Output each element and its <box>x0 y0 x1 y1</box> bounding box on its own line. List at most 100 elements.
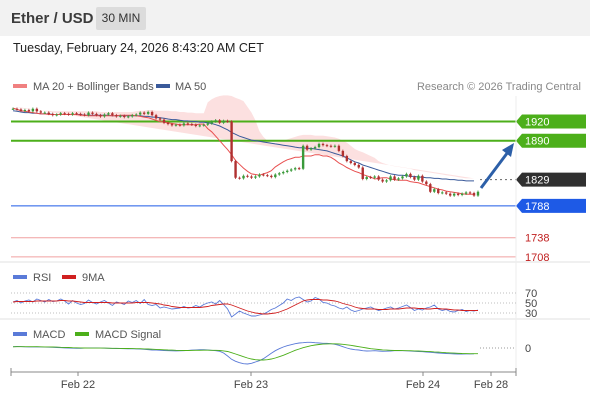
candle-body <box>313 147 317 149</box>
candle-body <box>464 192 468 194</box>
candle-body <box>345 156 349 162</box>
candle-body <box>142 112 146 114</box>
legend-label-ma20: MA 20 + Bollinger Bands <box>33 81 154 93</box>
candle-body <box>456 193 460 195</box>
candle-body <box>476 191 480 196</box>
copyright-label: Research © 2026 Trading Central <box>417 81 581 93</box>
candle-body <box>194 124 198 127</box>
candle-body <box>293 168 297 170</box>
candle-body <box>437 189 440 194</box>
candle-body <box>262 174 265 176</box>
rsi-ma-line <box>12 299 478 315</box>
candle-body <box>198 125 201 127</box>
price-level-label-1890: 1890 <box>525 136 549 148</box>
candle-body <box>290 169 293 171</box>
ma20-line <box>12 107 474 195</box>
candle-body <box>405 173 408 177</box>
candle-body <box>393 176 396 180</box>
rsi-line <box>12 296 479 318</box>
candle-body <box>107 113 110 115</box>
candle-body <box>409 173 412 178</box>
candle-body <box>468 192 472 194</box>
candle-body <box>67 113 70 115</box>
candle-body <box>274 174 277 178</box>
candle-body <box>210 121 213 124</box>
legend-swatch-ma50 <box>156 84 170 88</box>
candle-body <box>83 114 86 116</box>
price-level-label-1738: 1738 <box>525 233 549 245</box>
candle-body <box>79 113 82 115</box>
candle-body <box>305 145 309 150</box>
legend-label-rsi-ma: 9MA <box>82 272 105 284</box>
candle-body <box>270 175 273 178</box>
instrument-title: Ether / USD <box>11 10 94 27</box>
price-tag-1829 <box>516 172 586 187</box>
interval-button[interactable]: 30 MIN <box>96 7 146 30</box>
time-axis-label-3: Feb 28 <box>474 379 508 391</box>
candle-body <box>206 123 209 125</box>
candle-body <box>123 115 126 118</box>
candle-body <box>154 115 158 119</box>
candle-body <box>258 174 261 177</box>
candle-body <box>472 193 476 196</box>
candle-body <box>59 113 62 115</box>
candle-body <box>429 184 432 192</box>
candle-body <box>401 176 404 179</box>
candle-body <box>238 177 241 179</box>
candle-body <box>361 167 364 179</box>
candle-body <box>31 108 35 112</box>
legend-label-macd: MACD <box>33 329 65 341</box>
candle-body <box>337 145 341 151</box>
candle-body <box>15 108 19 110</box>
candle-body <box>95 113 98 116</box>
candle-body <box>43 112 46 114</box>
candle-body <box>135 114 138 116</box>
candle-body <box>369 177 372 179</box>
candle-body <box>452 193 456 196</box>
candle-body <box>103 114 106 117</box>
candle-body <box>234 161 237 178</box>
macd-signal-line <box>12 343 478 361</box>
candle-body <box>214 120 217 122</box>
legend-swatch-rsi <box>13 275 27 279</box>
time-axis-label-0: Feb 22 <box>61 379 95 391</box>
candle-body <box>365 177 368 179</box>
candle-body <box>230 121 233 162</box>
rsi-level-label-30: 30 <box>525 308 537 320</box>
macd-zero-label: 0 <box>525 343 531 355</box>
candle-body <box>282 171 285 174</box>
price-level-label-1829: 1829 <box>525 175 549 187</box>
candle-body <box>353 163 356 165</box>
macd-line <box>12 341 475 365</box>
candle-body <box>55 114 58 116</box>
candle-body <box>373 176 376 178</box>
candle-body <box>190 124 194 126</box>
price-level-label-1920: 1920 <box>525 117 549 129</box>
candle-body <box>349 161 353 164</box>
candle-body <box>417 175 420 180</box>
candle-body <box>166 122 170 125</box>
candle-body <box>11 108 15 110</box>
candle-body <box>301 145 305 169</box>
chart-header: Ether / USD 30 MIN <box>0 0 590 36</box>
candle-body <box>226 120 229 122</box>
candle-body <box>389 176 392 181</box>
candle-body <box>115 115 118 117</box>
price-tag-1890 <box>516 133 586 148</box>
rsi-level-label-70: 70 <box>525 288 537 300</box>
candle-body <box>146 111 150 114</box>
price-level-label-1788: 1788 <box>525 201 549 213</box>
candle-body <box>87 112 90 116</box>
price-tag-1788 <box>516 198 586 213</box>
chart-timestamp: Tuesday, February 24, 2026 8:43:20 AM CE… <box>13 41 264 55</box>
legend-swatch-macd-signal <box>75 332 89 336</box>
legend-label-rsi: RSI <box>33 272 51 284</box>
candle-body <box>71 113 74 115</box>
candle-body <box>425 181 428 185</box>
candle-body <box>222 120 225 123</box>
legend-swatch-macd <box>13 332 27 336</box>
legend-label-macd-signal: MACD Signal <box>95 329 161 341</box>
candle-body <box>286 170 289 172</box>
candle-body <box>51 113 54 116</box>
candle-body <box>182 123 186 126</box>
